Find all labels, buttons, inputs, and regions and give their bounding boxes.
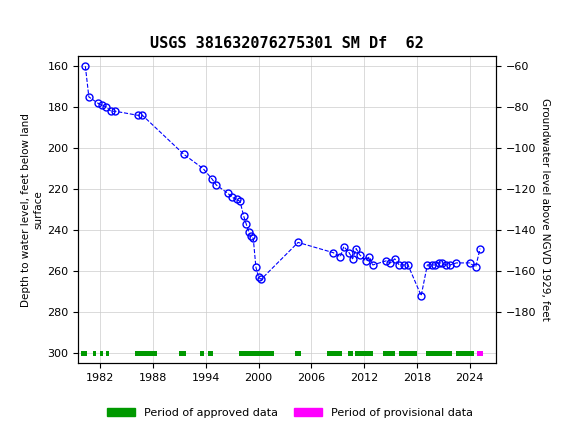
Y-axis label: Groundwater level above NGVD 1929, feet: Groundwater level above NGVD 1929, feet xyxy=(541,98,550,321)
Text: USGS: USGS xyxy=(38,12,102,33)
Legend: Period of approved data, Period of provisional data: Period of approved data, Period of provi… xyxy=(103,403,477,422)
Text: ≋: ≋ xyxy=(3,9,26,37)
Title: USGS 381632076275301 SM Df  62: USGS 381632076275301 SM Df 62 xyxy=(150,36,424,51)
Y-axis label: Depth to water level, feet below land
surface: Depth to water level, feet below land su… xyxy=(21,113,43,307)
